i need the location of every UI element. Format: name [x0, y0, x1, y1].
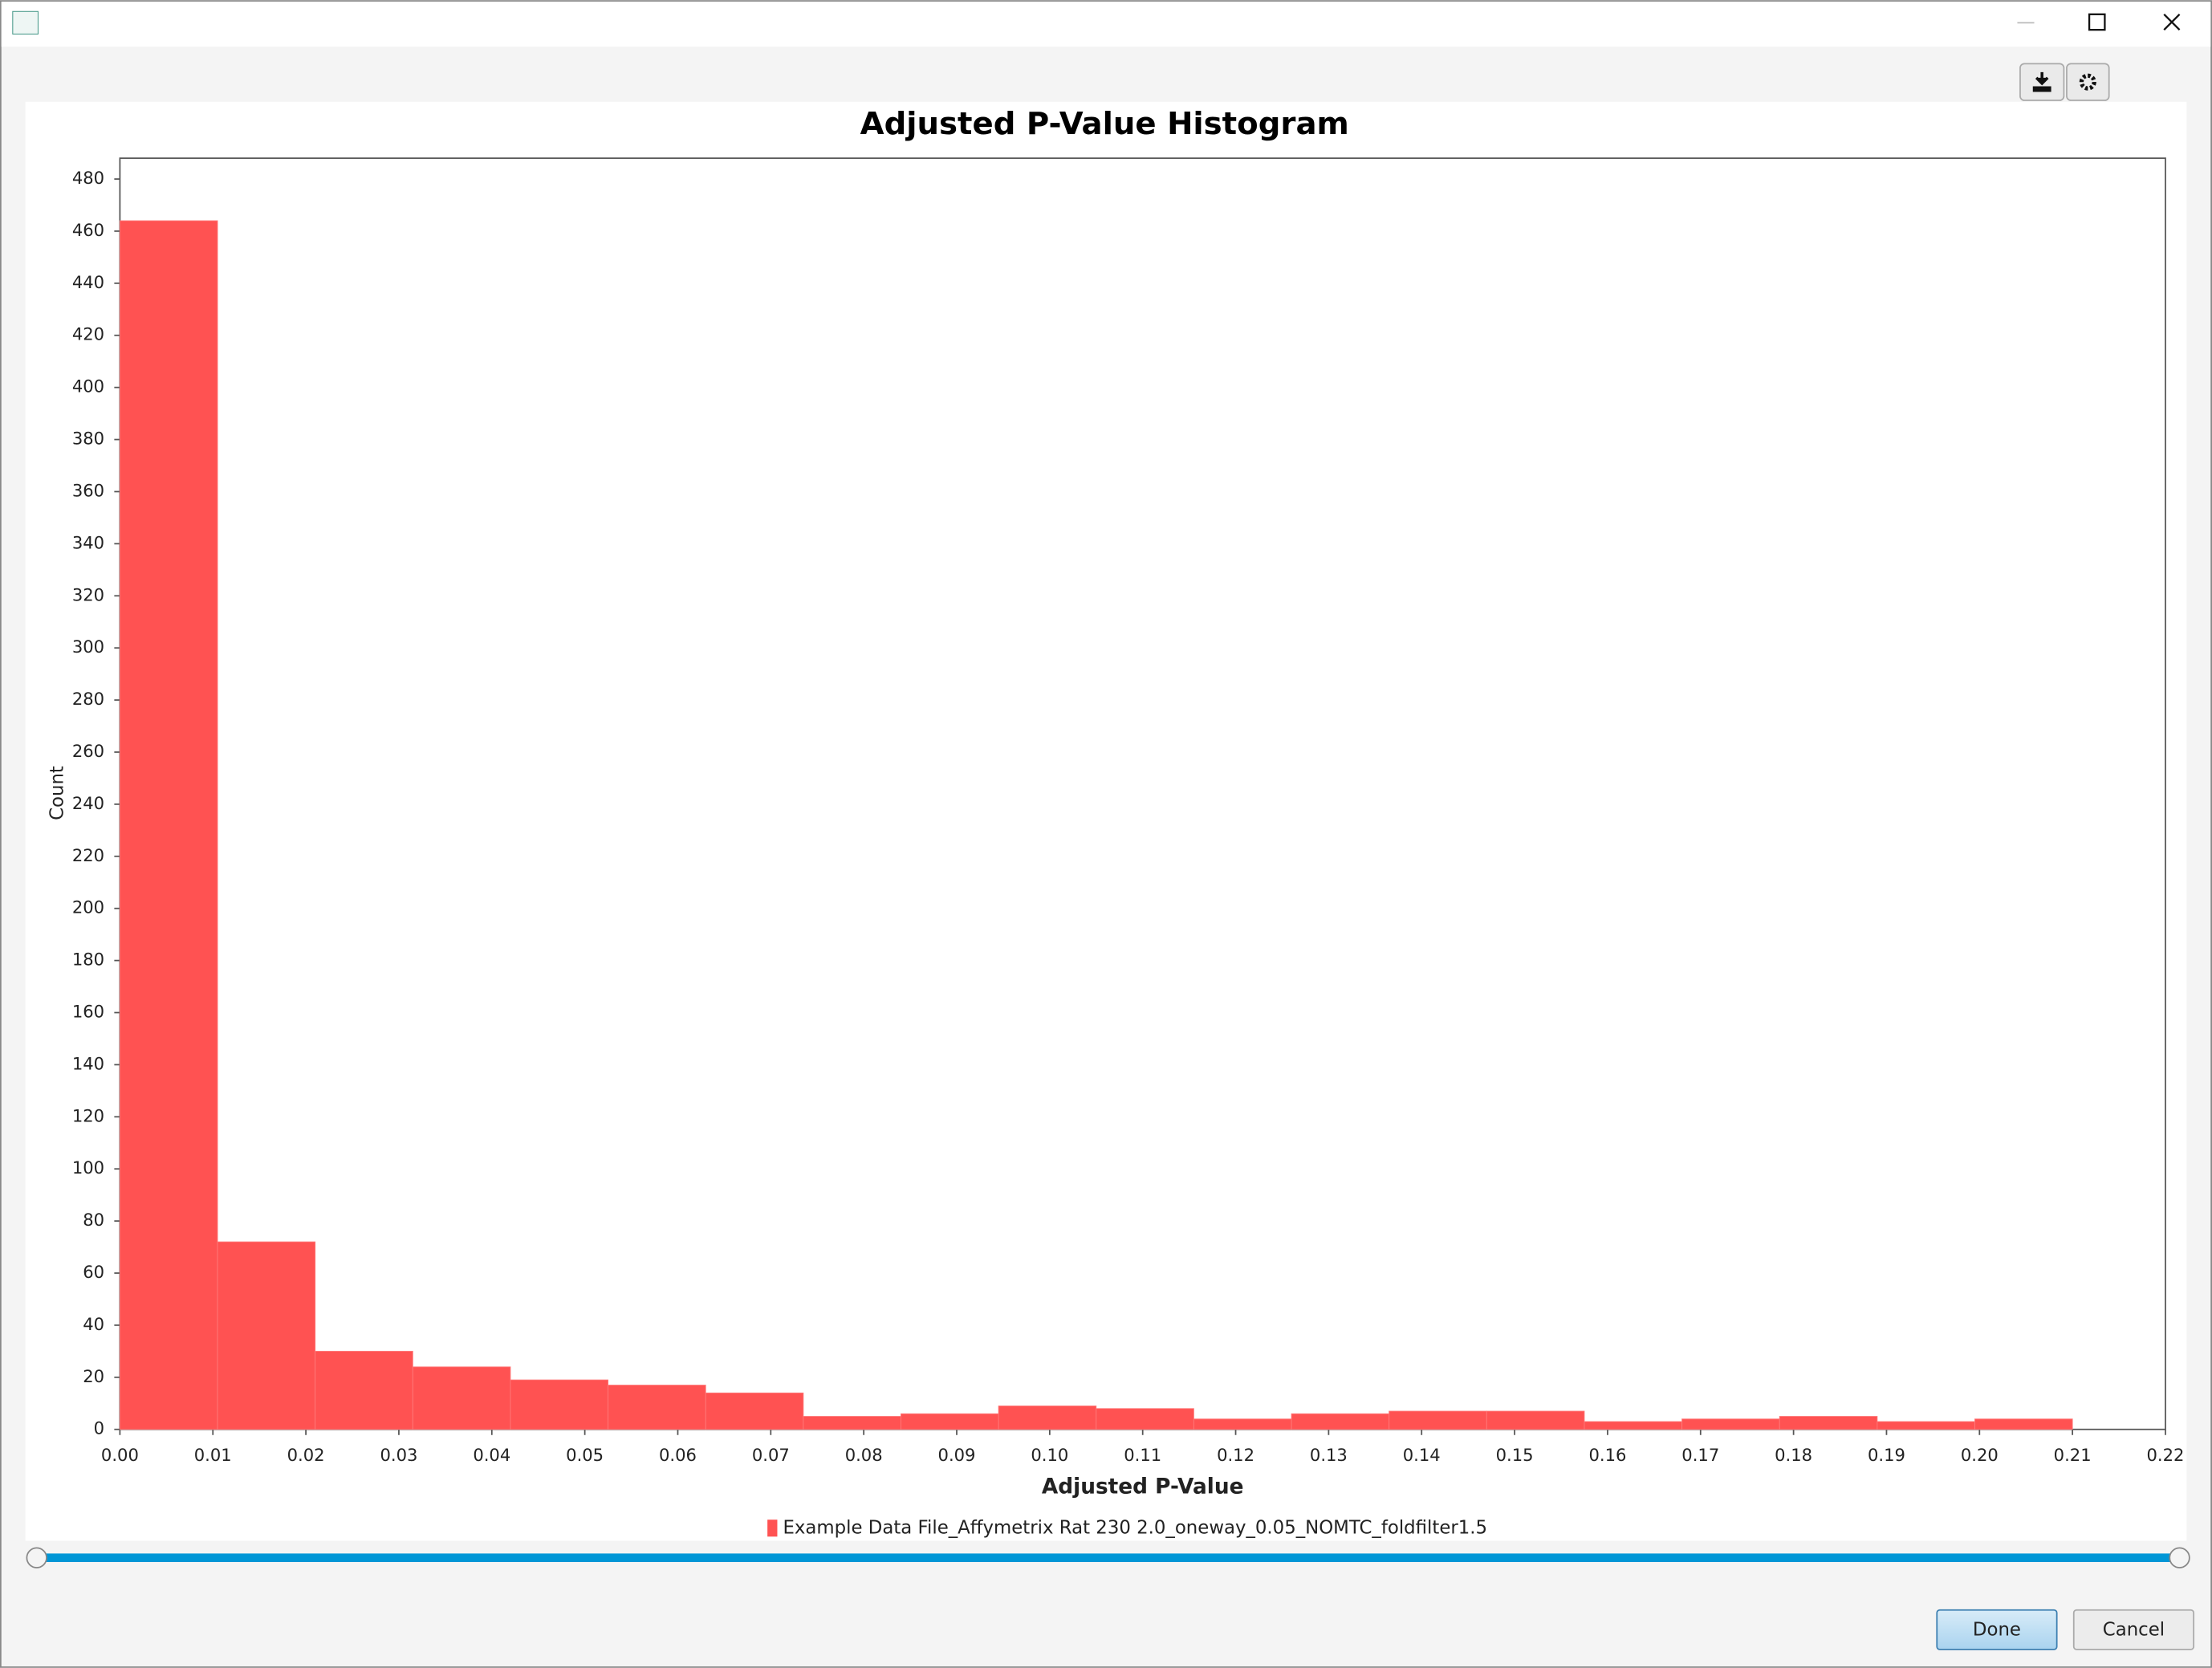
x-tick-label: 0.19: [1868, 1445, 1905, 1465]
plot-area: [119, 157, 2166, 1430]
x-tick-label: 0.05: [566, 1445, 604, 1465]
bar: [803, 1416, 901, 1430]
bar: [1681, 1418, 1780, 1430]
y-tick-label: 140: [72, 1053, 104, 1073]
bar: [217, 1241, 316, 1430]
title-bar: [1, 1, 2211, 47]
bar: [412, 1366, 511, 1430]
legend-label: Example Data File_Affymetrix Rat 230 2.0…: [783, 1517, 1487, 1538]
x-tick-label: 0.04: [473, 1445, 510, 1465]
bar: [1291, 1413, 1390, 1430]
y-tick-label: 400: [72, 376, 104, 397]
bar: [119, 220, 218, 1430]
bar: [1779, 1416, 1878, 1430]
bar: [1389, 1410, 1487, 1430]
x-tick-label: 0.10: [1031, 1445, 1068, 1465]
y-tick-label: 480: [72, 168, 104, 188]
maximize-button[interactable]: [2088, 13, 2106, 31]
x-tick-label: 0.03: [380, 1445, 417, 1465]
y-tick-label: 280: [72, 689, 104, 709]
y-tick-label: 420: [72, 324, 104, 344]
x-tick-label: 0.02: [287, 1445, 325, 1465]
bar: [998, 1406, 1097, 1430]
download-icon: [2032, 71, 2051, 92]
chart-title: Adjusted P-Value Histogram: [860, 106, 1349, 142]
x-tick-label: 0.15: [1496, 1445, 1534, 1465]
y-tick-label: 260: [72, 741, 104, 761]
x-tick-label: 0.01: [194, 1445, 232, 1465]
y-tick-label: 380: [72, 429, 104, 449]
bar: [1584, 1421, 1683, 1430]
bar: [510, 1379, 609, 1430]
y-tick-label: 300: [72, 637, 104, 657]
y-tick-label: 240: [72, 793, 104, 813]
done-button[interactable]: [1936, 1609, 2058, 1650]
y-tick-label: 60: [83, 1262, 104, 1282]
x-tick-label: 0.14: [1403, 1445, 1441, 1465]
y-axis-label: Count: [47, 766, 68, 820]
cancel-button[interactable]: [2072, 1609, 2195, 1650]
x-tick-label: 0.08: [845, 1445, 883, 1465]
x-tick-label: 0.07: [752, 1445, 790, 1465]
x-tick-label: 0.22: [2147, 1445, 2185, 1465]
slider-thumb-left[interactable]: [26, 1547, 47, 1568]
bar: [1486, 1410, 1585, 1430]
x-tick-label: 0.18: [1775, 1445, 1812, 1465]
app-icon: [12, 10, 39, 35]
x-tick-label: 0.21: [2054, 1445, 2092, 1465]
y-tick-label: 220: [72, 845, 104, 865]
bar: [1193, 1418, 1292, 1430]
y-tick-label: 40: [83, 1314, 104, 1334]
y-tick-label: 20: [83, 1366, 104, 1386]
y-tick-label: 440: [72, 272, 104, 292]
x-axis-label: Adjusted P-Value: [1042, 1475, 1244, 1499]
x-tick-label: 0.00: [101, 1445, 139, 1465]
y-tick-label: 320: [72, 584, 104, 604]
x-tick-label: 0.11: [1124, 1445, 1161, 1465]
y-tick-label: 360: [72, 480, 104, 500]
bar: [1877, 1421, 1975, 1430]
y-tick-label: 100: [72, 1157, 104, 1178]
x-tick-label: 0.12: [1217, 1445, 1254, 1465]
x-tick-label: 0.17: [1681, 1445, 1719, 1465]
y-tick-label: 160: [72, 1002, 104, 1022]
y-tick-label: 180: [72, 950, 104, 970]
y-tick-label: 120: [72, 1105, 104, 1125]
cancel-label: Cancel: [2103, 1620, 2165, 1641]
bar: [1096, 1408, 1194, 1430]
bar: [315, 1350, 413, 1430]
close-button[interactable]: [2163, 13, 2181, 31]
done-label: Done: [1973, 1620, 2021, 1641]
x-tick-label: 0.16: [1588, 1445, 1626, 1465]
y-tick-label: 80: [83, 1210, 104, 1230]
x-tick-label: 0.20: [1961, 1445, 1999, 1465]
bar: [901, 1413, 999, 1430]
bar: [608, 1385, 706, 1430]
bar: [1974, 1418, 2073, 1430]
y-tick-label: 340: [72, 532, 104, 552]
x-tick-label: 0.13: [1310, 1445, 1348, 1465]
legend-swatch: [767, 1520, 778, 1537]
y-tick-label: 0: [94, 1418, 104, 1438]
slider-thumb-right[interactable]: [2169, 1547, 2190, 1568]
bar: [705, 1392, 804, 1430]
y-tick-label: 200: [72, 897, 104, 917]
x-tick-label: 0.06: [659, 1445, 697, 1465]
settings-button[interactable]: [2066, 63, 2110, 101]
x-tick-label: 0.09: [938, 1445, 976, 1465]
y-tick-label: 460: [72, 220, 104, 240]
settings-icon: [2079, 73, 2096, 91]
